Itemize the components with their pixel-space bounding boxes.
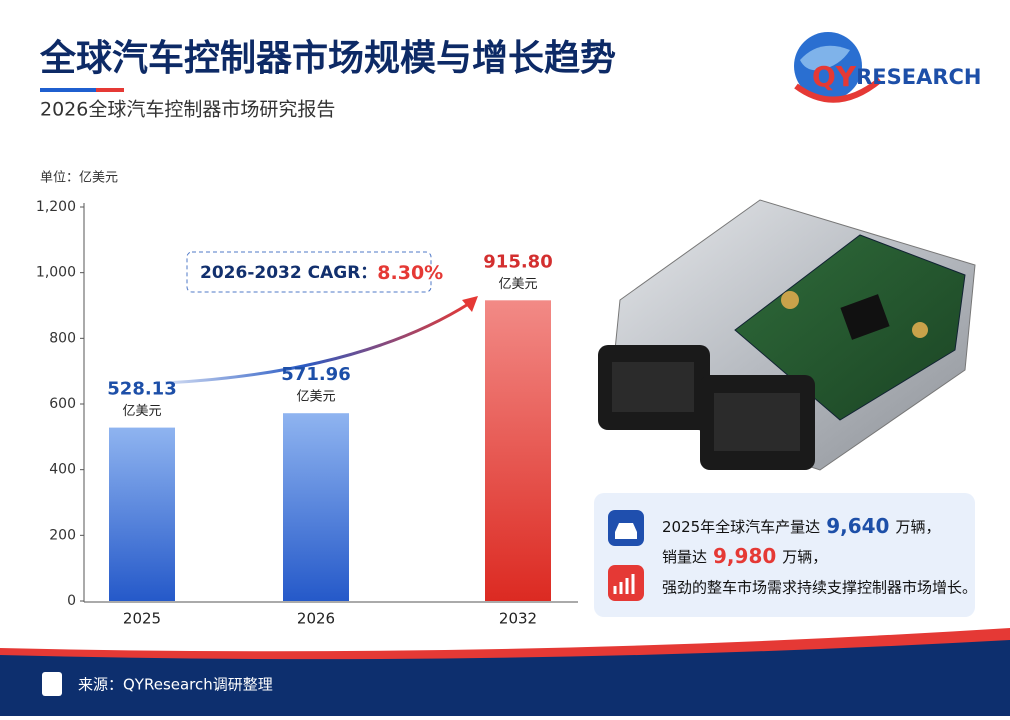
bar (485, 300, 551, 601)
x-tick-label: 2026 (297, 610, 335, 628)
value-unit: 亿美元 (122, 404, 161, 419)
title-rule (40, 88, 96, 92)
title-rule-accent (96, 88, 124, 92)
info-box: 2025年全球汽车产量达 9,640 万辆， 销量达 9,980 万辆， 强劲的整车市场… (594, 493, 977, 617)
info-background (594, 493, 975, 617)
value-unit: 亿美元 (296, 390, 335, 405)
value-unit: 亿美元 (498, 277, 537, 292)
cagr-annotation: 2026-2032 CAGR：8.30% (200, 262, 443, 284)
y-tick-label: 800 (49, 330, 76, 346)
value-label: 915.80 (483, 251, 552, 272)
chart: 单位：亿美元 2026-2032 CAGR：8.30% 0 200 400 600 80… (36, 171, 578, 628)
info-text: 2025年全球汽车产量达 (662, 518, 820, 536)
info-line: 销量达 9,980 万辆， (662, 544, 827, 568)
title: 全球汽车控制器市场规模与增长趋势 (39, 37, 616, 79)
ecu-illustration (598, 199, 976, 471)
y-tick-label: 400 (49, 462, 76, 478)
y-tick-label: 1,200 (36, 199, 76, 215)
ecu-pins (612, 362, 694, 412)
growth-icon-shape (613, 574, 635, 594)
x-tick-label: 2032 (499, 610, 537, 628)
info-line: 2025年全球汽车产量达 9,640 万辆， (662, 514, 940, 538)
info-text: 万辆， (782, 548, 827, 566)
logo-text: QYRESEARCH (812, 60, 981, 93)
car-icon-shape (615, 523, 637, 539)
info-line: 强劲的整车市场需求持续支撑控制器市场增长。 (662, 579, 977, 597)
value-label: 528.13 (107, 379, 176, 400)
y-tick-label: 200 (49, 527, 76, 543)
cagr-box (186, 251, 432, 293)
value-label: 571.96 (281, 364, 350, 385)
cagr-value: 8.30% (377, 262, 443, 284)
source: 来源：QYResearch调研整理 (78, 676, 273, 694)
logo-suffix: RESEARCH (856, 65, 981, 89)
logo: QYRESEARCH (794, 32, 981, 103)
subtitle: 2026全球汽车控制器市场研究报告 (40, 99, 335, 121)
footer-band (0, 640, 1010, 716)
ecu-chip (840, 294, 890, 340)
logo-prefix: QY (812, 60, 857, 93)
ecu-capacitor (781, 291, 799, 309)
cagr-text: 2026-2032 CAGR： (200, 263, 377, 283)
y-tick-label: 0 (67, 593, 76, 609)
growth-arrow-head (462, 296, 478, 312)
footer: 来源：QYResearch调研整理 (0, 628, 1010, 716)
info-number: 9,640 (826, 514, 889, 538)
ecu-capacitor (912, 322, 928, 338)
info-text: 万辆， (895, 518, 940, 536)
logo-swoosh (794, 77, 882, 103)
bar (109, 427, 175, 601)
x-tick-label: 2025 (123, 610, 161, 628)
y-tick-label: 600 (49, 396, 76, 412)
document-icon (42, 672, 62, 696)
y-tick-label: 1,000 (36, 265, 76, 281)
unit-label: 单位：亿美元 (40, 171, 118, 186)
info-number: 9,980 (713, 544, 776, 568)
info-text: 销量达 (662, 548, 707, 566)
bar (283, 413, 349, 601)
logo-land (800, 45, 850, 71)
growth-arrow (164, 301, 471, 385)
ecu-pins (714, 393, 800, 451)
